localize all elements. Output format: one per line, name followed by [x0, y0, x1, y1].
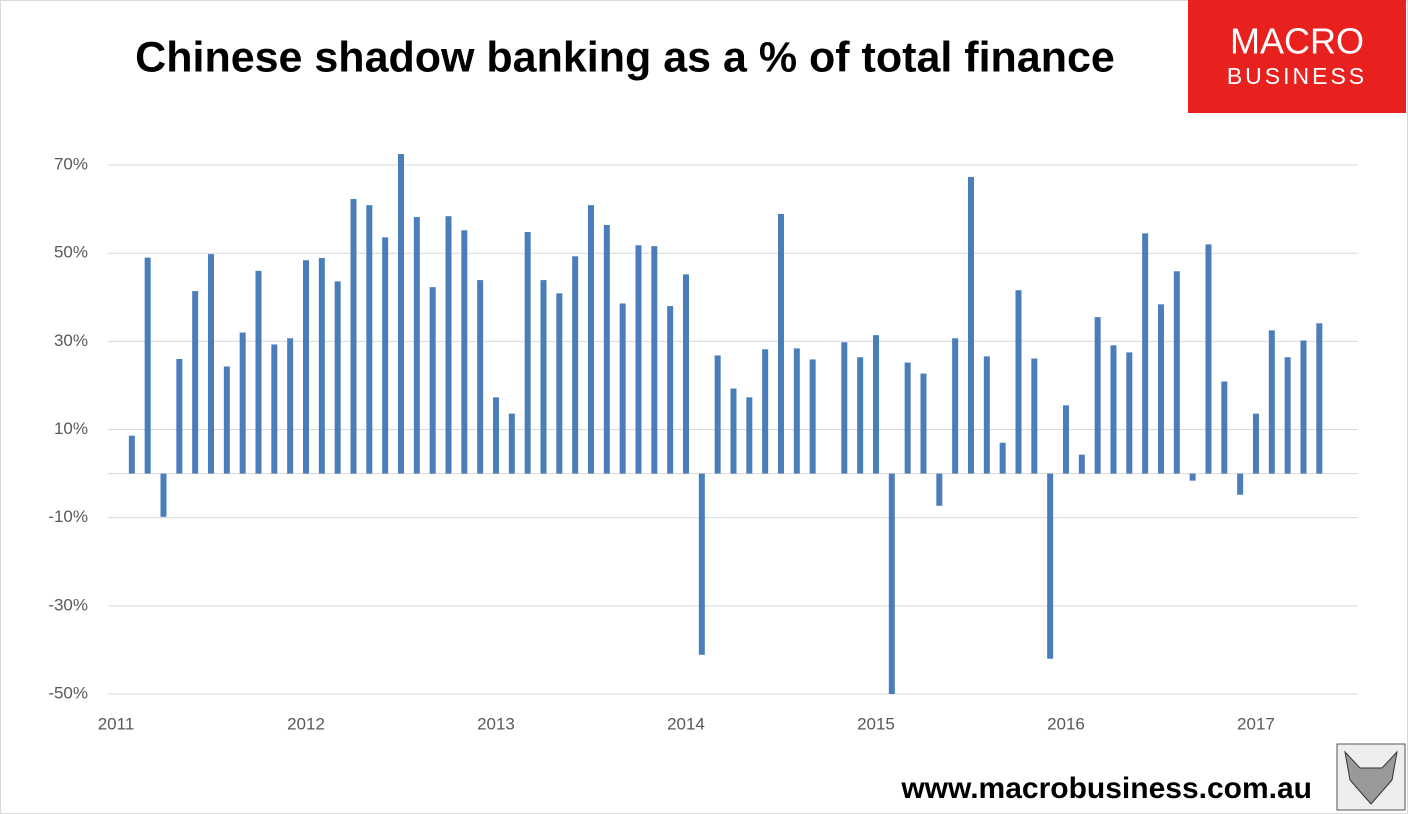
x-tick-label: 2011	[98, 714, 135, 733]
bar	[1237, 473, 1244, 495]
bar	[223, 366, 230, 474]
bar	[1189, 473, 1196, 481]
bar	[1142, 233, 1149, 474]
bar	[1221, 381, 1228, 474]
bar	[983, 356, 990, 474]
bar	[888, 473, 895, 694]
bar	[714, 355, 721, 474]
bar	[872, 335, 879, 474]
bar	[334, 281, 341, 474]
bar	[508, 413, 515, 474]
x-tick-label: 2014	[667, 714, 705, 733]
bar	[1031, 358, 1038, 474]
bar	[176, 358, 183, 474]
bar	[128, 435, 135, 474]
bar	[809, 359, 816, 474]
y-tick-label: -50%	[48, 683, 88, 702]
bar	[144, 257, 151, 474]
bar	[382, 237, 389, 474]
bar	[239, 332, 246, 474]
bar	[461, 230, 468, 474]
bar	[1157, 304, 1164, 474]
bar	[793, 348, 800, 474]
bar	[318, 258, 325, 474]
bar	[1300, 340, 1307, 474]
chart-title: Chinese shadow banking as a % of total f…	[135, 33, 1115, 81]
bar	[619, 303, 626, 474]
bar	[302, 260, 309, 474]
bar	[366, 205, 373, 474]
bar	[1126, 352, 1133, 474]
bar	[1268, 330, 1275, 474]
bar	[1094, 317, 1101, 474]
bar	[857, 357, 864, 474]
bar	[1015, 290, 1022, 474]
website: www.macrobusiness.com.au	[900, 772, 1312, 805]
bar	[572, 256, 579, 474]
bar	[1110, 345, 1117, 474]
bar	[999, 442, 1006, 474]
bar	[762, 349, 769, 474]
bar	[777, 213, 784, 474]
bar	[1062, 405, 1069, 474]
bar	[635, 245, 642, 474]
y-tick-label: 10%	[54, 419, 88, 438]
bar	[1078, 454, 1085, 474]
logo-text: MACRO	[1230, 21, 1364, 62]
x-tick-label: 2015	[857, 714, 895, 733]
bar	[429, 287, 436, 474]
bar	[492, 397, 499, 474]
bar	[1205, 244, 1212, 474]
bar	[936, 473, 943, 506]
bar	[952, 338, 959, 474]
bar	[587, 205, 594, 474]
bar	[746, 397, 753, 474]
bar	[540, 280, 547, 474]
bar	[603, 224, 610, 474]
bar	[413, 217, 420, 474]
bar	[1284, 357, 1291, 474]
bar	[397, 154, 404, 474]
y-tick-label: 70%	[54, 155, 88, 174]
bar	[651, 246, 658, 474]
logo	[1188, 0, 1406, 113]
bar	[255, 270, 262, 474]
y-tick-label: -30%	[48, 595, 88, 614]
wolf-icon	[1344, 750, 1398, 805]
bar	[1173, 271, 1180, 474]
bar	[904, 362, 911, 474]
bar	[477, 280, 484, 474]
bar	[1316, 323, 1323, 474]
bar	[667, 306, 674, 474]
y-tick-label: 30%	[54, 331, 88, 350]
bar	[682, 274, 689, 474]
bar	[160, 473, 167, 517]
bar	[841, 342, 848, 474]
bar	[1252, 413, 1259, 474]
x-tick-label: 2017	[1237, 714, 1275, 733]
x-tick-label: 2012	[287, 714, 325, 733]
bar	[967, 176, 974, 474]
bar	[698, 473, 705, 655]
bar	[445, 216, 452, 474]
bar	[730, 388, 737, 474]
bar	[192, 291, 199, 474]
bar	[1047, 473, 1054, 659]
y-tick-label: -10%	[48, 507, 88, 526]
y-tick-label: 50%	[54, 243, 88, 262]
bar	[271, 344, 278, 474]
logo-text: BUSINESS	[1227, 63, 1367, 89]
x-tick-label: 2016	[1047, 714, 1085, 733]
bar	[287, 338, 294, 474]
bar	[207, 254, 214, 474]
x-tick-label: 2013	[477, 714, 515, 733]
bar	[920, 373, 927, 474]
bar	[556, 293, 563, 474]
bar	[350, 198, 357, 474]
bar	[524, 232, 531, 474]
